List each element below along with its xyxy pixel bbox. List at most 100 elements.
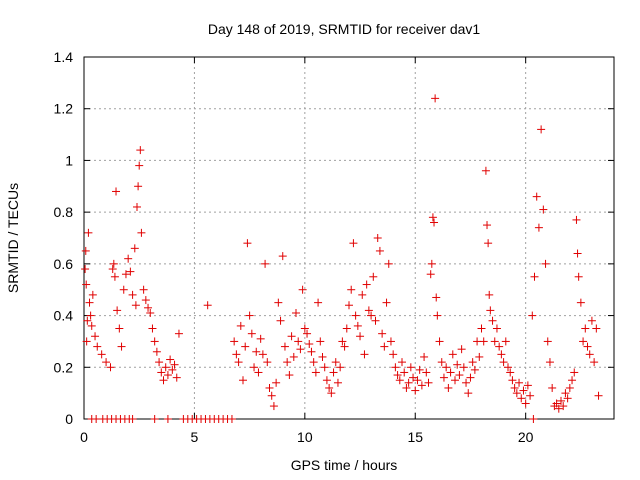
data-point (285, 371, 294, 380)
data-point (278, 252, 287, 261)
data-point (155, 358, 164, 367)
data-point (283, 358, 292, 367)
data-point (435, 337, 444, 346)
data-point (380, 342, 389, 351)
data-point (333, 378, 342, 387)
data-point (373, 234, 382, 242)
data-point (126, 267, 135, 276)
data-point (148, 324, 157, 333)
data-point (545, 358, 554, 367)
data-point (113, 306, 122, 315)
data-point (519, 386, 528, 395)
data-point (504, 363, 512, 372)
data-point (86, 311, 95, 320)
data-point (157, 368, 166, 377)
data-point (508, 376, 517, 385)
axis-ticks: 0 5 10 15 20 0 0.2 0.4 0.6 0.8 1 1.2 1.4 (54, 49, 614, 445)
data-point (347, 285, 356, 294)
data-point (444, 383, 453, 392)
data-point (305, 340, 314, 349)
data-point (529, 415, 538, 423)
data-point (389, 350, 398, 359)
data-point (428, 213, 437, 222)
data-point (391, 363, 400, 372)
data-point (501, 337, 510, 346)
data-point (585, 350, 594, 359)
data-point (512, 389, 521, 398)
data-point (457, 345, 466, 354)
data-point (172, 373, 181, 382)
data-point (320, 363, 329, 372)
data-point (292, 308, 300, 317)
data-point (88, 290, 97, 299)
data-point (432, 293, 441, 302)
data-point (82, 280, 91, 289)
data-point (133, 202, 141, 211)
data-point (395, 376, 404, 385)
y-tick-label: 1.2 (54, 101, 74, 117)
data-point (329, 368, 338, 377)
data-point (252, 347, 261, 356)
data-point (554, 404, 563, 413)
data-point (263, 358, 272, 367)
data-point (481, 166, 490, 175)
data-point (453, 360, 462, 369)
data-point (462, 378, 471, 387)
data-point (594, 391, 603, 400)
data-point (159, 376, 168, 385)
data-point (384, 259, 393, 268)
data-point (280, 342, 289, 351)
data-point (523, 381, 532, 390)
data-point (166, 355, 175, 364)
data-point (349, 239, 358, 248)
data-point (163, 371, 172, 380)
data-point (97, 350, 106, 359)
data-point (168, 365, 177, 374)
data-point (433, 311, 442, 320)
data-point (437, 358, 446, 367)
data-point (530, 272, 539, 281)
data-point (93, 342, 102, 351)
data-point (336, 363, 345, 372)
data-point (537, 125, 546, 134)
data-point (565, 383, 574, 392)
data-point (261, 259, 270, 268)
data-point (130, 244, 139, 253)
data-point (393, 371, 402, 380)
data-point (318, 352, 327, 361)
data-point (459, 363, 468, 372)
data-point (431, 94, 440, 103)
data-point (583, 342, 592, 351)
data-point (106, 363, 115, 372)
data-point (484, 239, 493, 248)
data-point (139, 285, 148, 294)
data-point (137, 228, 146, 237)
data-point (314, 298, 323, 307)
data-point (316, 337, 325, 346)
data-point (239, 376, 247, 385)
data-point (303, 329, 312, 338)
y-tick-label: 1.4 (54, 49, 74, 65)
data-point (521, 399, 530, 408)
y-axis-label: SRMTID / TECUs (5, 183, 21, 293)
data-point (573, 249, 582, 258)
data-point (568, 376, 577, 385)
data-point (117, 342, 126, 351)
data-point (108, 265, 117, 274)
data-point (265, 383, 274, 392)
data-point (296, 345, 305, 354)
data-point (470, 365, 479, 374)
data-point (559, 402, 568, 411)
data-markers (81, 94, 603, 423)
data-point (358, 290, 367, 299)
data-point (499, 358, 508, 367)
data-point (174, 329, 183, 338)
data-point (561, 389, 570, 398)
data-point (451, 376, 459, 385)
data-point (477, 324, 486, 333)
y-tick-label: 1 (65, 152, 73, 168)
data-point (110, 272, 119, 281)
data-point (455, 371, 464, 380)
